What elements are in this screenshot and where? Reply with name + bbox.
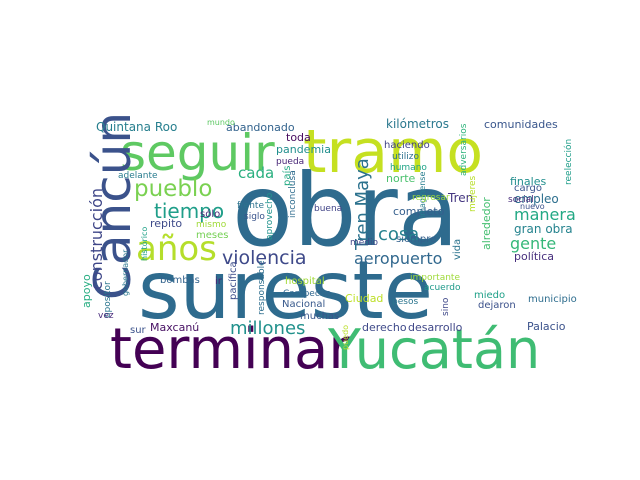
word-10: tiempo — [154, 199, 224, 223]
word-3: tramo — [303, 117, 483, 187]
word-27: haciendo — [384, 140, 430, 151]
word-77: desarrollo — [408, 321, 463, 334]
word-9: pueblo — [134, 176, 212, 202]
word-84: dejaron — [478, 300, 516, 311]
word-85: vida — [452, 239, 463, 260]
word-23: comunidades — [484, 118, 558, 131]
word-56: repito — [150, 217, 182, 230]
word-78: puedo — [341, 325, 350, 350]
word-15: aeropuerto — [354, 249, 442, 268]
word-75: sur — [130, 325, 147, 336]
word-35: empleo — [514, 192, 559, 206]
word-58: sólo — [200, 208, 220, 220]
word-39: gran obra — [514, 222, 573, 236]
word-80: importante — [410, 273, 460, 283]
word-7: Cancún — [84, 112, 142, 300]
word-22: kilómetros — [386, 117, 449, 131]
word-42: imagínense — [418, 172, 427, 218]
word-45: alrededor — [480, 197, 493, 250]
word-65: pacífica — [227, 261, 239, 300]
word-52: país — [281, 166, 293, 186]
word-54: mundo — [207, 118, 235, 127]
word-24: toda — [286, 131, 311, 144]
word-73: vez — [98, 311, 114, 321]
word-83: miedo — [474, 290, 505, 301]
word-14: cosa — [378, 224, 419, 245]
word-46: siempre — [396, 234, 436, 245]
word-63: bombas — [160, 275, 200, 286]
word-60: histórico — [139, 227, 149, 261]
word-62: apoyo — [80, 274, 93, 308]
word-71: Ciudad — [345, 292, 383, 305]
word-18: construcción — [87, 188, 106, 290]
word-87: Palacio — [527, 320, 566, 333]
word-2: sureste — [138, 244, 433, 337]
word-74: Maxcanú — [150, 321, 199, 334]
word-61: gobernador — [121, 249, 130, 296]
word-47: medio — [350, 238, 379, 248]
word-1: obra — [232, 152, 459, 269]
word-32: cargo — [514, 183, 542, 194]
word-26: pueda — [276, 157, 304, 167]
word-19: cada — [238, 164, 274, 182]
word-50: siglo — [244, 212, 265, 222]
word-13: Tren Maya — [352, 158, 373, 251]
word-67: hospital — [285, 276, 325, 287]
word-21: abandonado — [226, 121, 295, 134]
word-20: Quintana Roo — [96, 120, 177, 134]
word-51: aprovecho — [265, 192, 275, 240]
word-70: muchas — [300, 311, 339, 322]
word-38: política — [514, 250, 554, 263]
word-40: Tren — [447, 191, 473, 205]
word-59: meses — [196, 230, 228, 241]
word-8: años — [136, 229, 217, 269]
word-5: Yucatán — [327, 318, 540, 381]
word-12: millones — [230, 318, 305, 339]
word-16: manera — [514, 205, 576, 224]
word-33: reelección — [563, 139, 574, 185]
word-28: utilizo — [392, 152, 419, 162]
word-49: frente — [237, 201, 264, 211]
word-76: derecho — [362, 321, 407, 334]
word-55: adelante — [118, 171, 158, 181]
word-53: inconclusa — [288, 170, 298, 218]
word-4: terminar — [110, 317, 352, 382]
word-29: humano — [390, 163, 427, 173]
word-17: gente — [510, 234, 556, 253]
word-34: finales — [510, 175, 546, 188]
word-30: norte — [386, 172, 416, 185]
word-86: municipio — [528, 294, 577, 305]
word-68: Campeche — [283, 289, 331, 299]
word-31: adversarios — [459, 123, 469, 176]
word-37: nuevo — [520, 202, 545, 211]
word-41: completo — [393, 205, 445, 218]
word-64: ir — [215, 276, 223, 287]
word-48: buena — [314, 204, 342, 214]
word-81: acuerdo — [424, 283, 461, 293]
word-66: responsable — [257, 260, 267, 315]
word-44: mujeres — [468, 175, 478, 212]
word-79: pesos — [392, 297, 418, 307]
word-36: social — [508, 195, 534, 205]
word-25: pandemia — [276, 143, 331, 156]
word-43: regresar — [412, 193, 450, 203]
word-82: sino — [441, 297, 451, 316]
word-57: mismo — [196, 220, 227, 230]
word-69: Nacional — [282, 299, 325, 310]
word-11: violencia — [222, 247, 307, 269]
word-72: opositor — [103, 281, 113, 318]
word-6: seguir — [120, 124, 275, 182]
